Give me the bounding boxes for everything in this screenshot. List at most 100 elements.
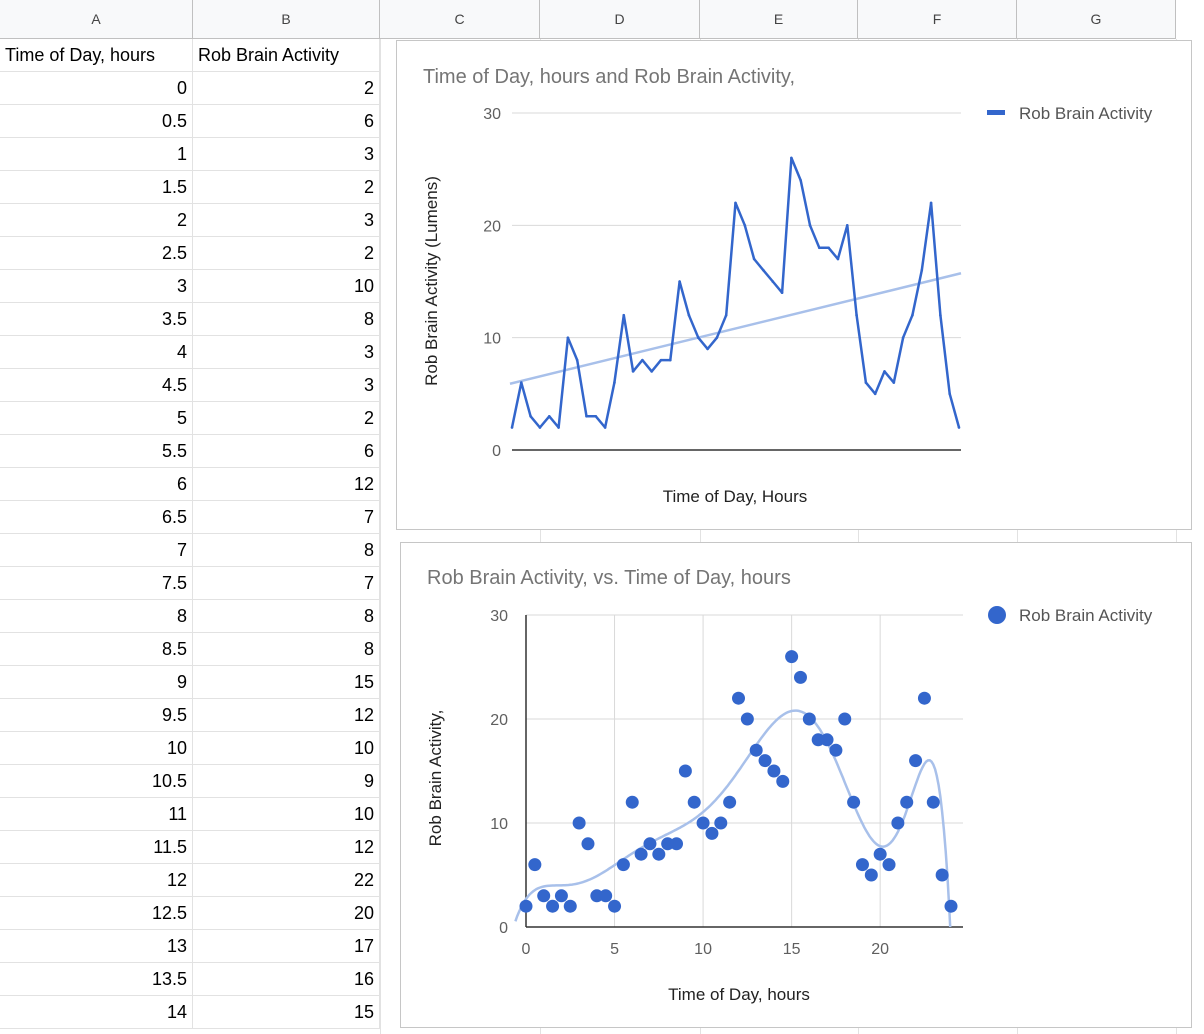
cell-time[interactable]: 4.5 — [0, 369, 193, 402]
cell-time[interactable]: 6 — [0, 468, 193, 501]
line-chart[interactable]: Time of Day, hours and Rob Brain Activit… — [396, 40, 1192, 530]
cell-time[interactable]: 10.5 — [0, 765, 193, 798]
cell-time[interactable]: 5.5 — [0, 435, 193, 468]
column-header-g[interactable]: G — [1017, 0, 1176, 39]
header-cell-a[interactable]: Time of Day, hours — [0, 39, 193, 72]
cell-time[interactable]: 9.5 — [0, 699, 193, 732]
cell-activity[interactable]: 8 — [193, 534, 380, 567]
column-header-d[interactable]: D — [540, 0, 700, 39]
data-point[interactable] — [625, 795, 639, 809]
data-point[interactable] — [882, 858, 896, 872]
cell-activity[interactable]: 16 — [193, 963, 380, 996]
cell-activity[interactable]: 7 — [193, 501, 380, 534]
cell-activity[interactable]: 3 — [193, 204, 380, 237]
data-point[interactable] — [634, 847, 648, 861]
cell-time[interactable]: 7.5 — [0, 567, 193, 600]
data-point[interactable] — [732, 691, 745, 705]
cell-activity[interactable]: 2 — [193, 402, 380, 435]
cell-time[interactable]: 3.5 — [0, 303, 193, 336]
cell-activity[interactable]: 9 — [193, 765, 380, 798]
cell-activity[interactable]: 10 — [193, 798, 380, 831]
data-point[interactable] — [723, 795, 737, 809]
data-point[interactable] — [554, 889, 568, 903]
cell-activity[interactable]: 2 — [193, 171, 380, 204]
cell-time[interactable]: 5 — [0, 402, 193, 435]
cell-time[interactable]: 13.5 — [0, 963, 193, 996]
cell-time[interactable]: 6.5 — [0, 501, 193, 534]
column-header-b[interactable]: B — [193, 0, 380, 39]
data-point[interactable] — [546, 899, 560, 913]
cell-time[interactable]: 11.5 — [0, 831, 193, 864]
cell-time[interactable]: 0 — [0, 72, 193, 105]
data-point[interactable] — [944, 899, 958, 913]
data-point[interactable] — [519, 899, 533, 913]
cell-activity[interactable]: 12 — [193, 831, 380, 864]
cell-activity[interactable]: 2 — [193, 72, 380, 105]
data-point[interactable] — [829, 743, 843, 757]
data-point[interactable] — [572, 816, 586, 830]
cell-activity[interactable]: 3 — [193, 336, 380, 369]
cell-activity[interactable]: 3 — [193, 138, 380, 171]
cell-time[interactable]: 1.5 — [0, 171, 193, 204]
data-point[interactable] — [900, 795, 914, 809]
cell-activity[interactable]: 6 — [193, 105, 380, 138]
data-point[interactable] — [776, 774, 790, 788]
data-point[interactable] — [935, 868, 949, 882]
data-point[interactable] — [926, 795, 940, 809]
cell-time[interactable]: 2.5 — [0, 237, 193, 270]
column-header-f[interactable]: F — [858, 0, 1017, 39]
data-point[interactable] — [847, 795, 861, 809]
cell-activity[interactable]: 12 — [193, 468, 380, 501]
cell-time[interactable]: 10 — [0, 732, 193, 765]
data-point[interactable] — [802, 712, 816, 726]
data-point[interactable] — [909, 754, 923, 768]
cell-time[interactable]: 3 — [0, 270, 193, 303]
cell-activity[interactable]: 8 — [193, 633, 380, 666]
cell-activity[interactable]: 10 — [193, 270, 380, 303]
cell-time[interactable]: 8 — [0, 600, 193, 633]
cell-time[interactable]: 12 — [0, 864, 193, 897]
cell-activity[interactable]: 20 — [193, 897, 380, 930]
data-point[interactable] — [687, 795, 701, 809]
cell-time[interactable]: 11 — [0, 798, 193, 831]
cell-activity[interactable]: 3 — [193, 369, 380, 402]
cell-activity[interactable]: 22 — [193, 864, 380, 897]
data-point[interactable] — [608, 899, 622, 913]
cell-activity[interactable]: 17 — [193, 930, 380, 963]
cell-time[interactable]: 9 — [0, 666, 193, 699]
header-cell-b[interactable]: Rob Brain Activity — [193, 39, 380, 72]
column-header-e[interactable]: E — [700, 0, 858, 39]
cell-activity[interactable]: 8 — [193, 303, 380, 336]
data-point[interactable] — [820, 733, 834, 747]
cell-time[interactable]: 1 — [0, 138, 193, 171]
data-point[interactable] — [643, 837, 657, 851]
column-header-a[interactable]: A — [0, 0, 193, 39]
data-point[interactable] — [714, 816, 728, 830]
data-point[interactable] — [917, 691, 931, 705]
cell-time[interactable]: 4 — [0, 336, 193, 369]
data-point[interactable] — [838, 712, 852, 726]
data-point[interactable] — [705, 826, 719, 840]
cell-activity[interactable]: 12 — [193, 699, 380, 732]
column-header-c[interactable]: C — [380, 0, 540, 39]
data-point[interactable] — [581, 837, 595, 851]
cell-time[interactable]: 7 — [0, 534, 193, 567]
cell-activity[interactable]: 15 — [193, 666, 380, 699]
data-point[interactable] — [873, 847, 887, 861]
data-point[interactable] — [616, 858, 630, 872]
data-point[interactable] — [793, 670, 807, 684]
data-point[interactable] — [599, 889, 613, 903]
data-point[interactable] — [891, 816, 905, 830]
cell-activity[interactable]: 7 — [193, 567, 380, 600]
scatter-chart[interactable]: Rob Brain Activity, vs. Time of Day, hou… — [400, 542, 1192, 1028]
data-point[interactable] — [767, 764, 781, 778]
data-point[interactable] — [785, 650, 799, 664]
cell-time[interactable]: 13 — [0, 930, 193, 963]
data-point[interactable] — [528, 858, 542, 872]
data-point[interactable] — [652, 847, 666, 861]
data-point[interactable] — [678, 764, 692, 778]
data-point[interactable] — [864, 868, 878, 882]
cell-activity[interactable]: 10 — [193, 732, 380, 765]
cell-time[interactable]: 14 — [0, 996, 193, 1029]
cell-activity[interactable]: 8 — [193, 600, 380, 633]
